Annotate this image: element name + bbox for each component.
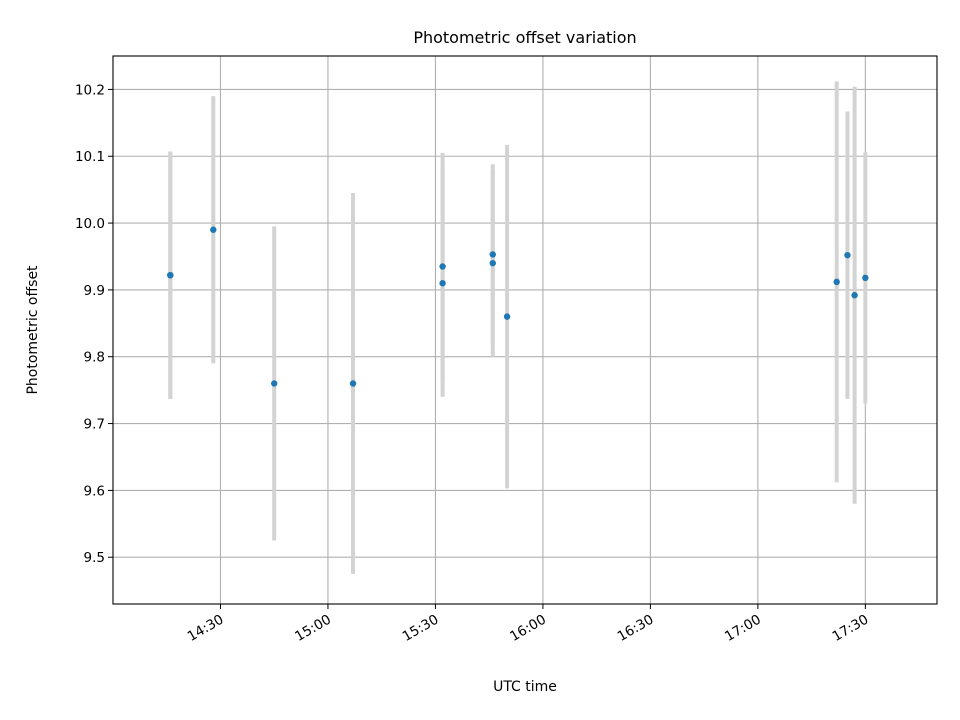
- y-tick-label: 10.0: [75, 216, 105, 232]
- y-tick-label: 9.9: [84, 283, 105, 299]
- y-tick-label: 10.2: [75, 82, 105, 98]
- data-point: [862, 274, 869, 282]
- data-point: [851, 292, 858, 299]
- data-point: [489, 251, 496, 258]
- y-tick-label: 9.5: [84, 550, 105, 566]
- points-layer: [167, 226, 869, 387]
- data-point: [844, 251, 851, 259]
- data-point: [439, 280, 446, 287]
- y-axis-label: Photometric offset: [25, 265, 41, 395]
- data-point: [833, 278, 840, 286]
- data-point: [349, 380, 357, 387]
- x-axis-label: UTC time: [493, 679, 557, 695]
- y-tick-label: 10.1: [75, 149, 105, 165]
- data-point: [489, 259, 496, 267]
- y-tick-label: 9.6: [84, 483, 105, 499]
- data-point: [439, 263, 446, 270]
- data-point: [167, 272, 174, 279]
- data-point: [503, 313, 511, 320]
- grid-layer: [113, 56, 937, 604]
- data-point: [271, 380, 278, 387]
- y-tick-label: 9.8: [84, 350, 105, 366]
- data-point: [210, 226, 217, 233]
- chart-title: Photometric offset variation: [413, 28, 636, 47]
- plot-frame: [112, 55, 938, 605]
- y-tick-label: 9.7: [84, 417, 105, 433]
